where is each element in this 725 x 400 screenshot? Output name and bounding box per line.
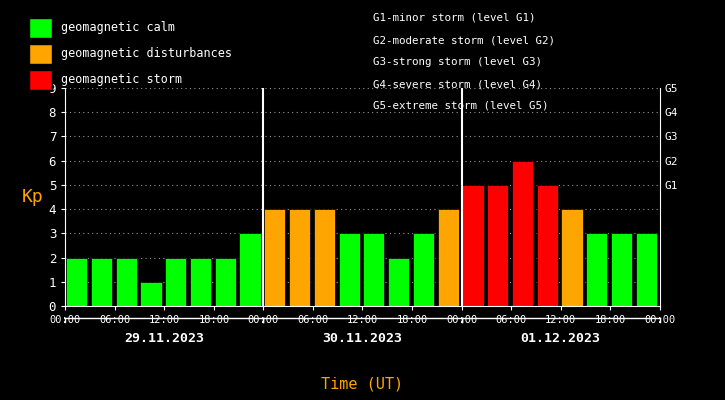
- Bar: [314, 209, 335, 306]
- Text: G4-severe storm (level G4): G4-severe storm (level G4): [373, 79, 542, 89]
- Text: 01.12.2023: 01.12.2023: [521, 332, 601, 344]
- Text: 30.11.2023: 30.11.2023: [323, 332, 402, 344]
- Text: geomagnetic disturbances: geomagnetic disturbances: [61, 48, 232, 60]
- Bar: [438, 209, 459, 306]
- Bar: [611, 233, 632, 306]
- Bar: [363, 233, 384, 306]
- Text: G1-minor storm (level G1): G1-minor storm (level G1): [373, 13, 536, 23]
- Text: geomagnetic storm: geomagnetic storm: [61, 74, 182, 86]
- Bar: [66, 258, 87, 306]
- Bar: [512, 161, 533, 306]
- Bar: [289, 209, 310, 306]
- Bar: [91, 258, 112, 306]
- Bar: [264, 209, 286, 306]
- Bar: [388, 258, 410, 306]
- Bar: [215, 258, 236, 306]
- Bar: [141, 282, 162, 306]
- Text: G3-strong storm (level G3): G3-strong storm (level G3): [373, 57, 542, 67]
- Bar: [636, 233, 657, 306]
- Bar: [339, 233, 360, 306]
- Bar: [190, 258, 211, 306]
- Bar: [561, 209, 583, 306]
- Text: Kp: Kp: [22, 188, 44, 206]
- Bar: [536, 185, 558, 306]
- Text: Time (UT): Time (UT): [321, 376, 404, 392]
- Text: 29.11.2023: 29.11.2023: [124, 332, 204, 344]
- Bar: [165, 258, 186, 306]
- Text: G5-extreme storm (level G5): G5-extreme storm (level G5): [373, 101, 549, 111]
- Text: geomagnetic calm: geomagnetic calm: [61, 22, 175, 34]
- Bar: [587, 233, 608, 306]
- Bar: [463, 185, 484, 306]
- Bar: [115, 258, 137, 306]
- Bar: [413, 233, 434, 306]
- Bar: [239, 233, 261, 306]
- Bar: [487, 185, 508, 306]
- Text: G2-moderate storm (level G2): G2-moderate storm (level G2): [373, 35, 555, 45]
